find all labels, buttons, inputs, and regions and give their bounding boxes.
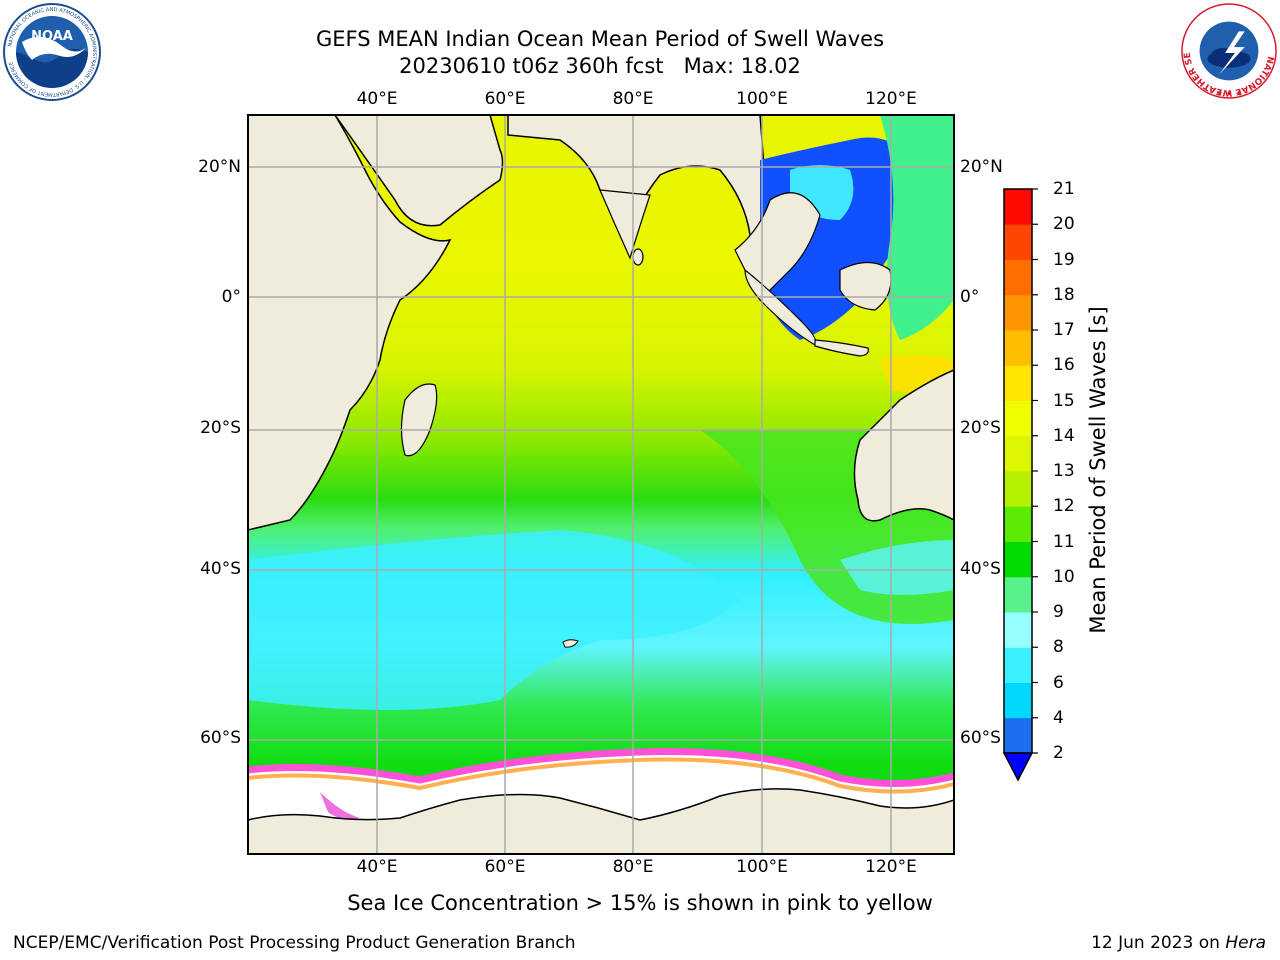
svg-text:★ ★ ★: ★ ★ ★ (1216, 89, 1242, 98)
lat-label-right-40s: 40°S (960, 559, 1001, 579)
lon-label-top-60e: 60°E (484, 89, 526, 109)
lat-label-left-40s: 40°S (200, 559, 241, 579)
map-area (248, 115, 954, 854)
colorbar-segment (1004, 189, 1032, 225)
colorbar-segment (1004, 435, 1032, 472)
colorbar-tick-label: 10 (1053, 566, 1075, 587)
colorbar-segment (1004, 682, 1032, 719)
africa-land (248, 115, 452, 531)
lon-label-bottom-100e: 100°E (736, 857, 788, 877)
colorbar-tick-label: 12 (1053, 496, 1075, 517)
sea-ice-patch (320, 792, 360, 820)
sea-ice-edge-pink (248, 748, 954, 788)
sea-ice-note: Sea Ice Concentration > 15% is shown in … (347, 891, 933, 915)
colorbar-segment (1004, 365, 1032, 401)
colorbar-tick-label: 19 (1053, 249, 1075, 270)
kerguelen-land (562, 639, 579, 648)
colorbar (1004, 188, 1038, 754)
lon-label-bottom-120e: 120°E (865, 857, 917, 877)
lon-label-bottom-60e: 60°E (484, 857, 526, 877)
colorbar-segment (1004, 330, 1032, 366)
western-pacific-green (880, 115, 954, 340)
lon-label-top-100e: 100°E (736, 89, 788, 109)
lon-label-top-80e: 80°E (612, 89, 654, 109)
lon-label-top-40e: 40°E (356, 89, 398, 109)
india-land (599, 189, 651, 260)
australia-land (853, 369, 954, 522)
graticule (248, 115, 954, 854)
colorbar-tick-label: 9 (1053, 602, 1064, 622)
colorbar-tick-label: 4 (1053, 707, 1064, 728)
colorbar-segment (1004, 224, 1032, 260)
colorbar-tick-label: 21 (1053, 179, 1075, 199)
colorbar-frame (1003, 188, 1033, 754)
lat-label-left-20s: 20°S (200, 418, 241, 438)
map-frame (247, 114, 955, 855)
colorbar-tick-label: 6 (1053, 672, 1064, 693)
colorbar-segment (1004, 259, 1032, 296)
lat-label-right-20s: 20°S (960, 418, 1001, 438)
cyan-swell-region (248, 530, 740, 710)
colorbar-segment (1004, 717, 1032, 754)
noaa-logo-text: NOAA (31, 29, 73, 44)
noaa-logo: NATIONAL OCEANIC AND ATMOSPHERIC ADMINIS… (3, 3, 101, 101)
machine-name: Hera (1225, 933, 1266, 953)
java-land (814, 339, 869, 357)
lon-label-bottom-40e: 40°E (356, 857, 398, 877)
antarctica-land (248, 788, 954, 854)
colorbar-segment (1004, 576, 1032, 613)
colorbar-label: Mean Period of Swell Waves [s] (1086, 306, 1110, 634)
lon-label-top-120e: 120°E (865, 89, 917, 109)
generation-date: 12 Jun 2023 on Hera (1091, 933, 1266, 953)
forecast-run-info: 20230610 t06z 360h fcst (399, 54, 664, 78)
arabia-land (248, 115, 504, 227)
colorbar-segment (1004, 400, 1032, 437)
colorbar-tick-label: 2 (1053, 743, 1064, 763)
lat-label-right-0: 0° (960, 287, 980, 307)
colorbar-segment (1004, 612, 1032, 648)
colorbar-tick-label: 14 (1053, 425, 1075, 446)
colorbar-segment (1004, 506, 1032, 542)
colorbar-tick-label: 11 (1053, 531, 1075, 552)
colorbar-segment (1004, 541, 1032, 578)
max-value-info: Max: 18.02 (683, 54, 801, 78)
colorbar-tick-label: 15 (1053, 390, 1075, 411)
colorbar-tick-label: 18 (1053, 284, 1075, 305)
lat-label-right-60s: 60°S (960, 728, 1001, 748)
colorbar-tick-label: 16 (1053, 355, 1075, 376)
producer-credit: NCEP/EMC/Verification Post Processing Pr… (13, 933, 576, 953)
nws-logo: NATIONAL WEATHER SERVICE ★ ★ ★ (1180, 2, 1277, 99)
sri-lanka-land (632, 248, 644, 266)
lat-label-left-60s: 60°S (200, 728, 241, 748)
colorbar-tick-label: 20 (1053, 214, 1075, 235)
map-subtitle: 20230610 t06z 360h fcst Max: 18.02 (0, 53, 1200, 79)
colorbar-tick-label: 17 (1053, 320, 1075, 340)
lat-label-right-20n: 20°N (960, 157, 1003, 177)
lat-label-left-20n: 20°N (198, 157, 241, 177)
colorbar-segment (1004, 647, 1032, 683)
lon-label-bottom-80e: 80°E (612, 857, 654, 877)
lat-label-left-0: 0° (221, 287, 241, 307)
cyan-east-patch (840, 540, 954, 595)
sea-ice-edge-orange (248, 757, 954, 794)
colorbar-tick-label: 13 (1053, 461, 1075, 481)
colorbar-segment (1004, 471, 1032, 507)
generation-date-text: 12 Jun 2023 on (1091, 933, 1226, 953)
map-title: GEFS MEAN Indian Ocean Mean Period of Sw… (315, 27, 885, 51)
asia-land (507, 115, 771, 247)
borneo-land (839, 261, 892, 311)
colorbar-tick-label: 8 (1053, 637, 1064, 658)
colorbar-under-arrow (1002, 752, 1034, 782)
colorbar-segment (1004, 294, 1032, 331)
